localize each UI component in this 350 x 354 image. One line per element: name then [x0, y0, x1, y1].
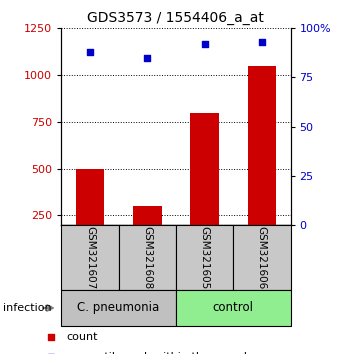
Title: GDS3573 / 1554406_a_at: GDS3573 / 1554406_a_at	[88, 11, 264, 24]
Bar	[176, 225, 233, 290]
Bar	[61, 225, 119, 290]
Bar	[233, 225, 290, 290]
Text: GSM321607: GSM321607	[85, 226, 95, 289]
Text: control: control	[213, 302, 254, 314]
Bar	[119, 225, 176, 290]
Bar	[133, 206, 162, 225]
Point	[145, 55, 150, 61]
Point	[202, 41, 207, 47]
Bar	[61, 290, 176, 326]
Point	[259, 39, 265, 45]
Text: infection: infection	[4, 303, 52, 313]
Text: GSM321608: GSM321608	[142, 226, 152, 289]
Bar	[176, 290, 290, 326]
Point	[87, 49, 93, 55]
Bar	[76, 169, 104, 225]
Text: GSM321605: GSM321605	[199, 226, 210, 289]
Text: GSM321606: GSM321606	[257, 226, 267, 289]
Point	[48, 334, 54, 340]
Text: C. pneumonia: C. pneumonia	[77, 302, 160, 314]
Bar	[247, 66, 276, 225]
Bar	[190, 113, 219, 225]
Text: count: count	[66, 332, 97, 342]
Text: percentile rank within the sample: percentile rank within the sample	[66, 352, 254, 354]
